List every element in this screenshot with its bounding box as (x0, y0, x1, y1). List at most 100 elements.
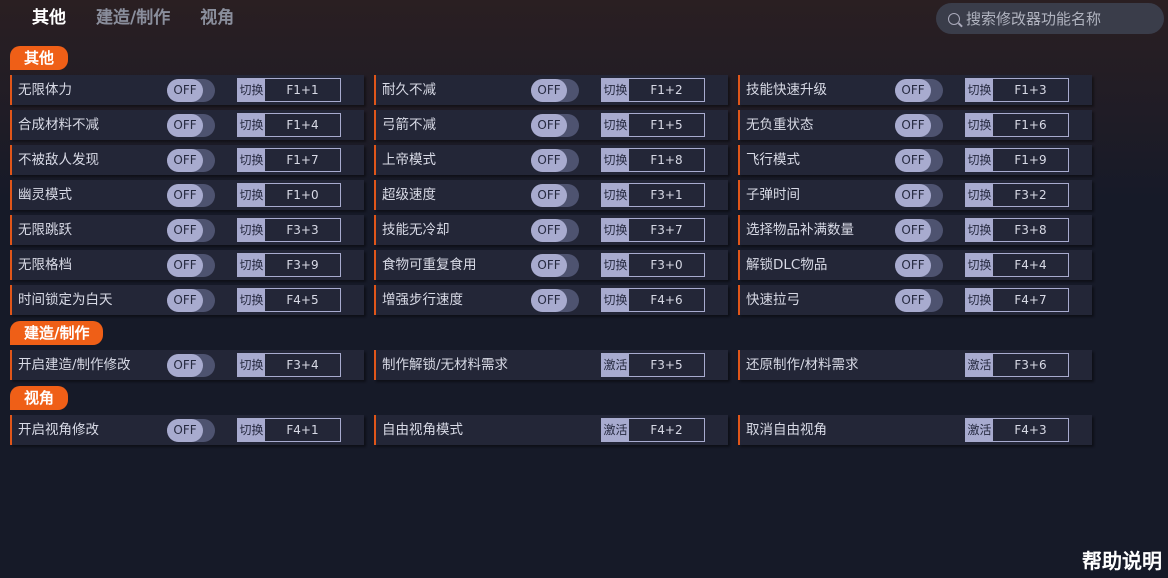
cheat-name: 选择物品补满数量 (746, 222, 854, 238)
hotkey-box[interactable]: 切换 F4+5 (237, 288, 341, 312)
toggle-switch[interactable]: OFF (895, 254, 943, 277)
cheat-item: 技能无冷却 OFF 切换 F3+7 (374, 215, 728, 245)
tab-2[interactable]: 视角 (200, 8, 235, 28)
toggle-switch[interactable]: OFF (895, 289, 943, 312)
hotkey-box[interactable]: 切换 F1+8 (601, 148, 705, 172)
cheat-item: 自由视角模式 激活 F4+2 (374, 415, 728, 445)
toggle-label: OFF (167, 149, 203, 172)
toggle-switch[interactable]: OFF (531, 184, 579, 207)
toggle-switch[interactable]: OFF (895, 219, 943, 242)
hotkey-box[interactable]: 切换 F4+1 (237, 418, 341, 442)
hotkey-box[interactable]: 切换 F1+2 (601, 78, 705, 102)
cheat-name: 无限体力 (18, 82, 72, 98)
toggle-switch[interactable]: OFF (895, 184, 943, 207)
tab-1[interactable]: 建造/制作 (96, 8, 171, 28)
cheat-name: 解锁DLC物品 (746, 257, 828, 273)
hotkey: F4+1 (286, 423, 319, 437)
hotkey-type: 切换 (238, 114, 265, 136)
hotkey: F3+0 (650, 258, 683, 272)
toggle-label: OFF (895, 184, 931, 207)
cheat-name: 幽灵模式 (18, 187, 72, 203)
tab-0[interactable]: 其他 (32, 8, 66, 28)
cheat-item: 食物可重复食用 OFF 切换 F3+0 (374, 250, 728, 280)
hotkey-type: 切换 (966, 219, 993, 241)
hotkey-type: 切换 (602, 289, 629, 311)
cheat-item: 子弹时间 OFF 切换 F3+2 (738, 180, 1092, 210)
hotkey-box[interactable]: 切换 F3+9 (237, 253, 341, 277)
hotkey-box[interactable]: 切换 F4+4 (965, 253, 1069, 277)
hotkey: F1+6 (1014, 118, 1047, 132)
toggle-switch[interactable]: OFF (531, 149, 579, 172)
hotkey-box[interactable]: 切换 F3+3 (237, 218, 341, 242)
cheat-item: 增强步行速度 OFF 切换 F4+6 (374, 285, 728, 315)
hotkey-type: 切换 (238, 149, 265, 171)
hotkey: F3+3 (286, 223, 319, 237)
hotkey: F4+7 (1014, 293, 1047, 307)
cheat-name: 无限格档 (18, 257, 72, 273)
hotkey-type: 激活 (602, 354, 629, 376)
hotkey: F4+6 (650, 293, 683, 307)
toggle-switch[interactable]: OFF (167, 79, 215, 102)
toggle-switch[interactable]: OFF (167, 419, 215, 442)
hotkey-type: 切换 (238, 184, 265, 206)
hotkey-box[interactable]: 切换 F1+0 (237, 183, 341, 207)
toggle-switch[interactable]: OFF (531, 219, 579, 242)
hotkey-box[interactable]: 切换 F3+7 (601, 218, 705, 242)
hotkey-type: 切换 (602, 184, 629, 206)
toggle-switch[interactable]: OFF (895, 79, 943, 102)
cheat-item: 超级速度 OFF 切换 F3+1 (374, 180, 728, 210)
hotkey-box[interactable]: 激活 F4+3 (965, 418, 1069, 442)
hotkey-box[interactable]: 切换 F3+2 (965, 183, 1069, 207)
hotkey-box[interactable]: 切换 F4+6 (601, 288, 705, 312)
cheat-name: 开启建造/制作修改 (18, 357, 131, 373)
cheat-name: 超级速度 (382, 187, 436, 203)
toggle-label: OFF (895, 149, 931, 172)
hotkey-box[interactable]: 切换 F1+5 (601, 113, 705, 137)
toggle-switch[interactable]: OFF (531, 289, 579, 312)
hotkey: F1+7 (286, 153, 319, 167)
toggle-switch[interactable]: OFF (531, 254, 579, 277)
hotkey-box[interactable]: 切换 F1+1 (237, 78, 341, 102)
hotkey: F3+7 (650, 223, 683, 237)
hotkey: F4+5 (286, 293, 319, 307)
hotkey-box[interactable]: 切换 F1+4 (237, 113, 341, 137)
hotkey-box[interactable]: 激活 F4+2 (601, 418, 705, 442)
hotkey-box[interactable]: 激活 F3+5 (601, 353, 705, 377)
toggle-switch[interactable]: OFF (531, 79, 579, 102)
search-input[interactable] (966, 9, 1156, 28)
hotkey-box[interactable]: 切换 F1+7 (237, 148, 341, 172)
help-button[interactable]: 帮助说明 (1082, 549, 1162, 573)
cheat-item: 幽灵模式 OFF 切换 F1+0 (10, 180, 364, 210)
toggle-switch[interactable]: OFF (167, 114, 215, 137)
hotkey-box[interactable]: 切换 F1+6 (965, 113, 1069, 137)
toggle-switch[interactable]: OFF (167, 289, 215, 312)
cheat-item: 合成材料不减 OFF 切换 F1+4 (10, 110, 364, 140)
hotkey-box[interactable]: 激活 F3+6 (965, 353, 1069, 377)
cheat-item: 开启视角修改 OFF 切换 F4+1 (10, 415, 364, 445)
search-box[interactable] (936, 3, 1164, 34)
section-header: 其他 (10, 46, 69, 70)
hotkey: F1+3 (1014, 83, 1047, 97)
hotkey-box[interactable]: 切换 F3+4 (237, 353, 341, 377)
toggle-switch[interactable]: OFF (895, 114, 943, 137)
toggle-switch[interactable]: OFF (167, 184, 215, 207)
toggle-switch[interactable]: OFF (167, 254, 215, 277)
toggle-label: OFF (895, 289, 931, 312)
toggle-switch[interactable]: OFF (167, 354, 215, 377)
cheat-name: 不被敌人发现 (18, 152, 99, 168)
hotkey-box[interactable]: 切换 F3+8 (965, 218, 1069, 242)
hotkey: F3+2 (1014, 188, 1047, 202)
hotkey-box[interactable]: 切换 F4+7 (965, 288, 1069, 312)
cheat-name: 还原制作/材料需求 (746, 357, 859, 373)
toggle-label: OFF (167, 184, 203, 207)
cheat-item: 弓箭不减 OFF 切换 F1+5 (374, 110, 728, 140)
hotkey-box[interactable]: 切换 F3+1 (601, 183, 705, 207)
hotkey-box[interactable]: 切换 F3+0 (601, 253, 705, 277)
toggle-label: OFF (895, 114, 931, 137)
hotkey-box[interactable]: 切换 F1+3 (965, 78, 1069, 102)
hotkey-box[interactable]: 切换 F1+9 (965, 148, 1069, 172)
toggle-switch[interactable]: OFF (895, 149, 943, 172)
toggle-switch[interactable]: OFF (531, 114, 579, 137)
toggle-switch[interactable]: OFF (167, 149, 215, 172)
toggle-switch[interactable]: OFF (167, 219, 215, 242)
